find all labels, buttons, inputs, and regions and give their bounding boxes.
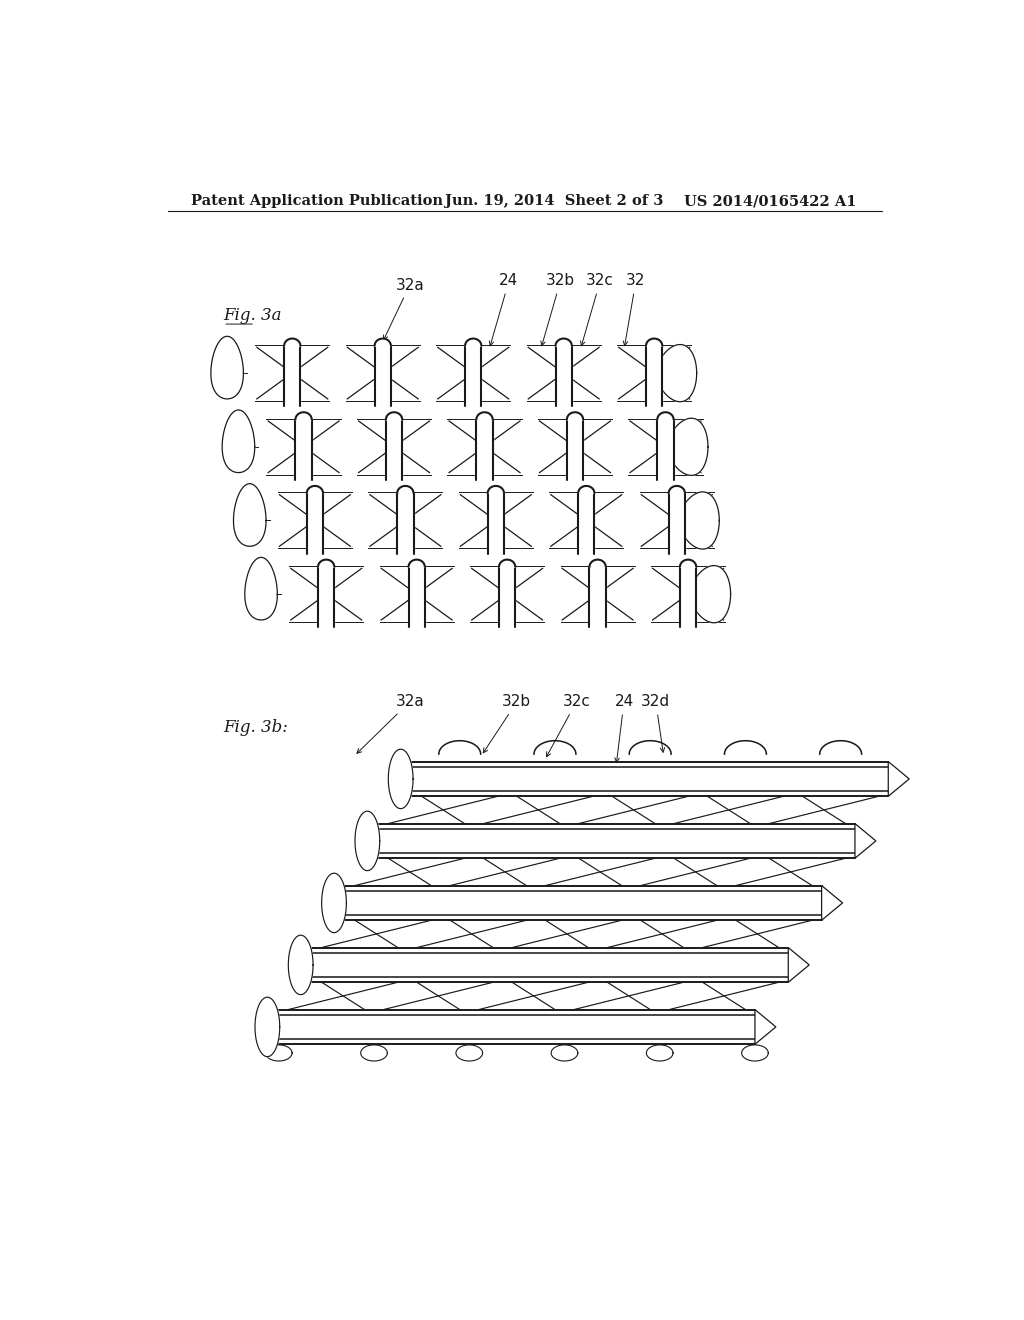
Polygon shape: [397, 486, 414, 494]
Polygon shape: [307, 494, 323, 553]
Polygon shape: [397, 494, 414, 553]
Polygon shape: [386, 420, 402, 480]
Text: 32: 32: [624, 273, 645, 346]
Polygon shape: [255, 997, 280, 1056]
Text: 32d: 32d: [641, 694, 671, 752]
Polygon shape: [289, 935, 313, 995]
Polygon shape: [375, 338, 391, 346]
Text: Fig. 3a: Fig. 3a: [223, 308, 282, 325]
Polygon shape: [691, 565, 730, 623]
Polygon shape: [355, 812, 380, 871]
Polygon shape: [788, 948, 809, 982]
Polygon shape: [669, 418, 708, 475]
Polygon shape: [567, 412, 583, 420]
Polygon shape: [567, 420, 583, 480]
Text: 24: 24: [489, 273, 518, 346]
Polygon shape: [409, 560, 425, 566]
Polygon shape: [680, 492, 719, 549]
Polygon shape: [318, 560, 335, 566]
Polygon shape: [456, 1045, 482, 1061]
Polygon shape: [487, 494, 504, 553]
Polygon shape: [265, 1045, 292, 1061]
Text: 24: 24: [614, 694, 634, 763]
Polygon shape: [233, 483, 266, 546]
Polygon shape: [322, 873, 346, 933]
Polygon shape: [499, 560, 515, 566]
Polygon shape: [296, 412, 311, 420]
Polygon shape: [680, 566, 696, 627]
Polygon shape: [669, 486, 685, 494]
Text: 32c: 32c: [581, 273, 614, 346]
Text: 32b: 32b: [541, 273, 575, 346]
Polygon shape: [646, 1045, 673, 1061]
Polygon shape: [680, 560, 696, 566]
Text: Patent Application Publication: Patent Application Publication: [191, 194, 443, 209]
Polygon shape: [556, 346, 571, 407]
Polygon shape: [556, 338, 571, 346]
Polygon shape: [284, 346, 300, 407]
Polygon shape: [487, 486, 504, 494]
Polygon shape: [657, 420, 674, 480]
Polygon shape: [465, 338, 481, 346]
Polygon shape: [318, 566, 335, 627]
Polygon shape: [821, 886, 843, 920]
Text: 32a: 32a: [384, 277, 424, 339]
Polygon shape: [755, 1010, 776, 1044]
Polygon shape: [669, 494, 685, 553]
Polygon shape: [360, 1045, 387, 1061]
Polygon shape: [888, 762, 909, 796]
Polygon shape: [211, 337, 244, 399]
Text: 32a: 32a: [357, 694, 424, 754]
Polygon shape: [409, 566, 425, 627]
Polygon shape: [222, 411, 255, 473]
Polygon shape: [551, 1045, 578, 1061]
Polygon shape: [579, 494, 595, 553]
Polygon shape: [499, 566, 515, 627]
Polygon shape: [476, 412, 493, 420]
Polygon shape: [307, 486, 323, 494]
Polygon shape: [855, 824, 876, 858]
Polygon shape: [590, 566, 606, 627]
Polygon shape: [646, 346, 663, 407]
Polygon shape: [245, 557, 278, 620]
Text: 32b: 32b: [483, 694, 531, 752]
Polygon shape: [296, 420, 311, 480]
Polygon shape: [386, 412, 402, 420]
Text: US 2014/0165422 A1: US 2014/0165422 A1: [684, 194, 856, 209]
Polygon shape: [646, 338, 663, 346]
Text: 32c: 32c: [547, 694, 590, 756]
Polygon shape: [284, 338, 300, 346]
Polygon shape: [590, 560, 606, 566]
Text: Jun. 19, 2014  Sheet 2 of 3: Jun. 19, 2014 Sheet 2 of 3: [445, 194, 664, 209]
Polygon shape: [657, 345, 696, 401]
Text: Fig. 3b:: Fig. 3b:: [223, 719, 288, 737]
Polygon shape: [657, 412, 674, 420]
Polygon shape: [579, 486, 595, 494]
Polygon shape: [476, 420, 493, 480]
Polygon shape: [465, 346, 481, 407]
Polygon shape: [388, 750, 413, 809]
Polygon shape: [375, 346, 391, 407]
Polygon shape: [741, 1045, 768, 1061]
